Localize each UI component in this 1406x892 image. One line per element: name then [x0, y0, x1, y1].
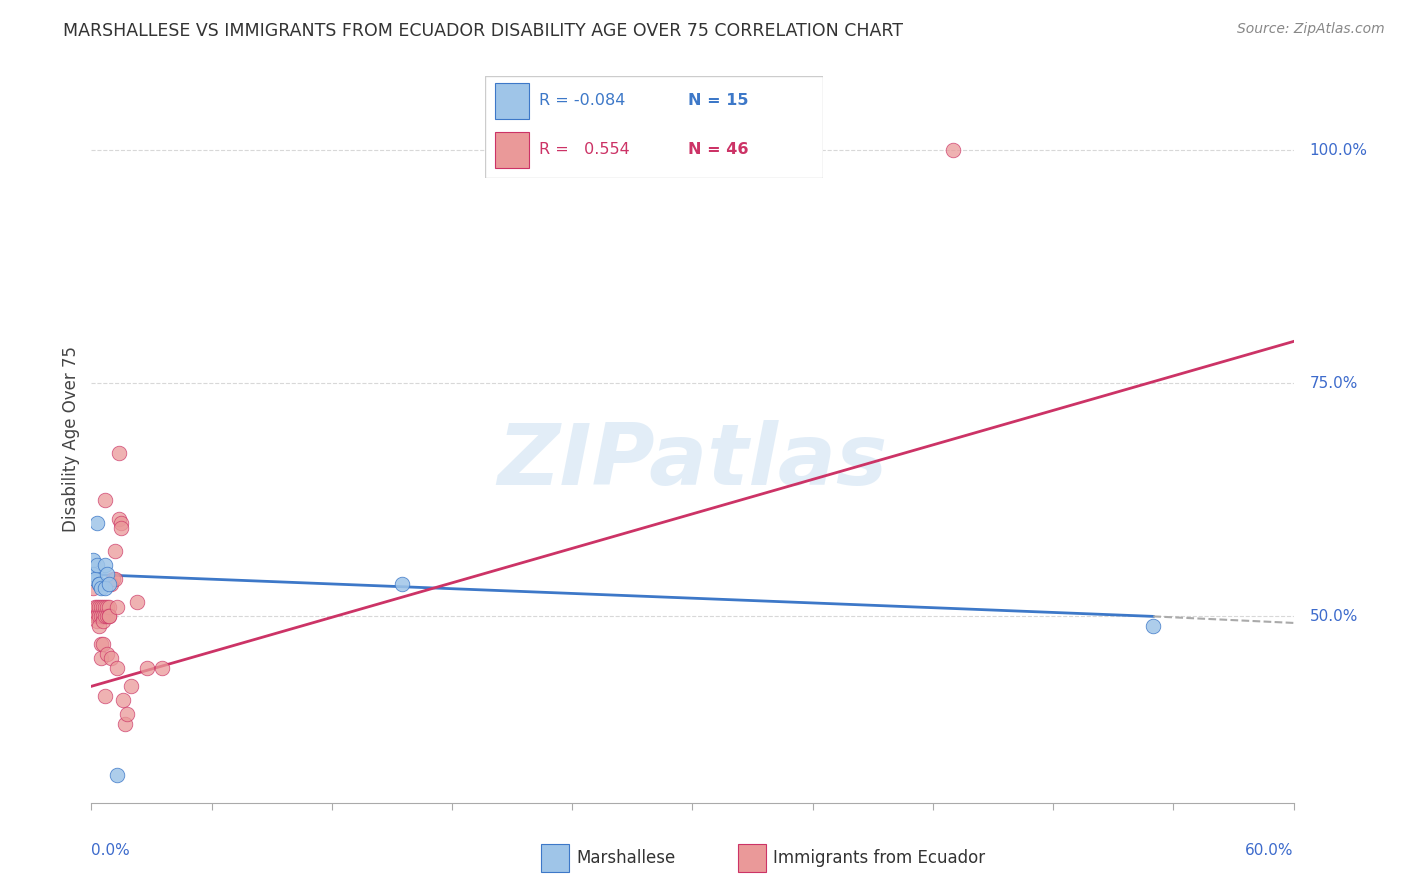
Point [89, 609, 111, 624]
Point [94, 558, 117, 573]
Point [108, 446, 131, 460]
Point [98, 609, 121, 624]
Point [89, 576, 111, 591]
Point [391, 576, 413, 591]
Point [84, 572, 107, 586]
Point [117, 707, 139, 722]
Point [86, 614, 108, 628]
Point [98, 600, 121, 615]
Point [86, 558, 108, 573]
Point [112, 693, 135, 707]
Point [107, 600, 129, 615]
Point [942, 144, 965, 158]
Point [121, 679, 143, 693]
Text: MARSHALLESE VS IMMIGRANTS FROM ECUADOR DISABILITY AGE OVER 75 CORRELATION CHART: MARSHALLESE VS IMMIGRANTS FROM ECUADOR D… [63, 22, 903, 40]
Text: N = 46: N = 46 [688, 142, 748, 157]
Point [104, 544, 127, 558]
Point [96, 600, 118, 615]
Text: 0.0%: 0.0% [91, 843, 131, 858]
FancyBboxPatch shape [485, 76, 823, 178]
Text: 75.0%: 75.0% [1309, 376, 1358, 391]
Point [90, 637, 112, 651]
Point [108, 511, 131, 525]
Point [96, 609, 118, 624]
Point [94, 492, 117, 507]
Point [93, 614, 115, 628]
Y-axis label: Disability Age Over 75: Disability Age Over 75 [62, 346, 80, 533]
Point [90, 600, 112, 615]
Text: R = -0.084: R = -0.084 [538, 93, 626, 108]
Point [94, 600, 117, 615]
Point [103, 572, 125, 586]
Point [107, 768, 129, 782]
Text: ZIPatlas: ZIPatlas [498, 419, 887, 502]
Point [82, 567, 104, 582]
Point [110, 521, 132, 535]
Point [127, 595, 149, 609]
Point [93, 600, 115, 615]
Point [94, 582, 117, 596]
Point [94, 689, 117, 703]
Point [82, 553, 104, 567]
Point [96, 567, 118, 582]
Text: Source: ZipAtlas.com: Source: ZipAtlas.com [1237, 22, 1385, 37]
Point [107, 660, 129, 674]
Point [100, 651, 122, 665]
FancyBboxPatch shape [495, 83, 529, 119]
Point [114, 716, 136, 731]
Point [104, 572, 127, 586]
Point [89, 600, 111, 615]
FancyBboxPatch shape [495, 132, 529, 168]
Point [136, 660, 159, 674]
Point [89, 576, 111, 591]
Point [93, 637, 115, 651]
Point [98, 609, 121, 624]
Point [94, 609, 117, 624]
Point [100, 576, 122, 591]
Text: R =   0.554: R = 0.554 [538, 142, 630, 157]
Point [93, 609, 115, 624]
Text: 50.0%: 50.0% [1309, 609, 1358, 624]
Point [150, 660, 173, 674]
Point [84, 600, 107, 615]
Point [110, 516, 132, 531]
Point [86, 600, 108, 615]
Text: Immigrants from Ecuador: Immigrants from Ecuador [773, 849, 986, 867]
Point [90, 609, 112, 624]
Point [86, 609, 108, 624]
Point [89, 618, 111, 632]
Text: 60.0%: 60.0% [1246, 843, 1294, 858]
Text: N = 15: N = 15 [688, 93, 748, 108]
Point [86, 516, 108, 531]
Point [82, 582, 104, 596]
Point [98, 576, 121, 591]
Point [1142, 618, 1164, 632]
Point [90, 651, 112, 665]
Point [96, 647, 118, 661]
Point [90, 582, 112, 596]
Text: 100.0%: 100.0% [1309, 143, 1368, 158]
Point [84, 609, 107, 624]
Text: Marshallese: Marshallese [576, 849, 676, 867]
